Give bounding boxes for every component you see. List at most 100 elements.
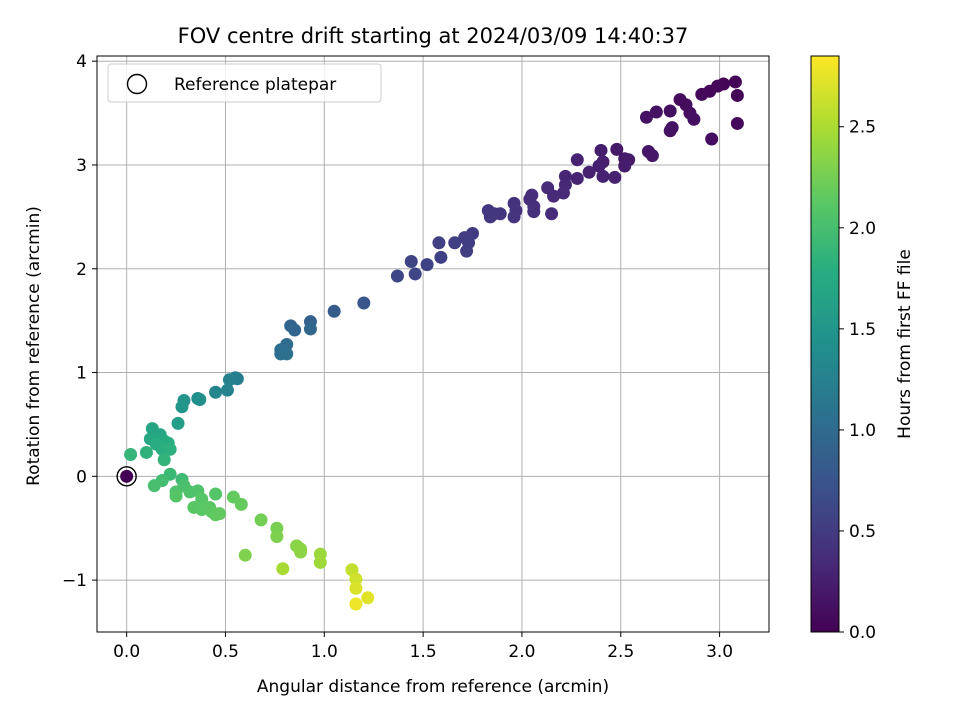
x-tick-label: 2.0	[508, 642, 535, 662]
data-point	[434, 250, 448, 264]
data-point	[124, 448, 138, 462]
data-point	[209, 385, 223, 399]
data-point	[222, 373, 236, 387]
reference-point-fill	[120, 469, 134, 483]
data-point	[357, 296, 371, 310]
data-point	[570, 171, 584, 185]
data-point	[288, 323, 302, 337]
colorbar: 0.0 0.5 1.0 1.5 2.0 2.5 Hours from first FF f…	[810, 55, 915, 643]
data-point	[705, 132, 719, 146]
colorbar-tick-label: 2.5	[849, 118, 876, 138]
data-point	[570, 153, 584, 167]
colorbar-gradient	[810, 55, 840, 633]
data-point	[280, 347, 294, 361]
data-point	[608, 170, 622, 184]
data-point	[209, 487, 223, 501]
data-point	[147, 479, 161, 493]
data-point	[213, 507, 227, 521]
reference-point-ring	[116, 466, 137, 487]
data-point	[349, 572, 363, 586]
x-axis-label: Angular distance from reference (arcmin)	[257, 677, 609, 697]
y-tick-label: −1	[62, 571, 87, 591]
data-point	[618, 159, 632, 173]
data-point	[639, 110, 653, 124]
data-point	[596, 169, 610, 183]
colorbar-ticks: 0.0 0.5 1.0 1.5 2.0 2.5	[839, 118, 876, 643]
y-tick-label: 0	[76, 467, 87, 487]
data-point	[303, 322, 317, 336]
x-tick-label: 1.5	[410, 642, 437, 662]
data-point	[169, 489, 183, 503]
data-point	[547, 189, 561, 203]
y-tick-label: 2	[76, 260, 87, 280]
colorbar-label: Hours from first FF file	[895, 249, 915, 439]
data-point	[460, 244, 474, 258]
data-point	[728, 75, 742, 89]
colorbar-tick-label: 2.0	[849, 219, 876, 239]
x-tick-label: 0.0	[113, 642, 140, 662]
y-tick-label: 3	[76, 156, 87, 176]
legend-box	[107, 63, 382, 103]
data-point	[420, 258, 434, 272]
x-tick-label: 2.5	[607, 642, 634, 662]
x-tick-label: 3.0	[706, 642, 733, 662]
data-point	[527, 205, 541, 219]
data-point	[139, 445, 153, 459]
data-point	[234, 497, 248, 511]
data-point	[645, 149, 659, 163]
data-point	[730, 116, 744, 130]
colorbar-tick-label: 0.0	[849, 623, 876, 643]
data-point	[408, 267, 422, 281]
data-point	[483, 210, 497, 224]
y-axis-label: Rotation from reference (arcmin)	[24, 206, 44, 486]
data-point	[193, 393, 207, 407]
colorbar-tick-label: 1.0	[849, 421, 876, 441]
data-point	[327, 304, 341, 318]
plot-frame	[96, 55, 770, 633]
data-point	[448, 236, 462, 250]
data-point	[432, 236, 446, 250]
data-point	[404, 254, 418, 268]
grid-layer	[97, 56, 769, 632]
data-point	[594, 143, 608, 157]
colorbar-tick-label: 0.5	[849, 522, 876, 542]
data-point	[276, 562, 290, 576]
data-point	[610, 142, 624, 156]
data-point	[163, 442, 177, 456]
data-point	[157, 453, 171, 467]
data-point	[556, 186, 570, 200]
legend: Reference platepar	[107, 63, 382, 103]
data-point	[175, 400, 189, 414]
x-tick-label: 1.0	[311, 642, 338, 662]
legend-entry-reference: Reference platepar	[174, 75, 336, 95]
data-point	[195, 492, 209, 506]
data-point	[171, 416, 185, 430]
data-point	[390, 269, 404, 283]
data-point	[649, 105, 663, 119]
data-point	[507, 210, 521, 224]
data-point	[254, 513, 268, 527]
data-point	[361, 591, 375, 605]
x-tick-label: 0.5	[212, 642, 239, 662]
legend-marker-reference	[126, 73, 148, 95]
colorbar-tick-label: 1.5	[849, 320, 876, 340]
chart-title: FOV centre drift starting at 2024/03/09 …	[178, 24, 689, 48]
x-axis-ticks: 0.0 0.5 1.0 1.5 2.0 2.5 3.0	[113, 632, 733, 662]
y-axis-ticks: −1 0 1 2 3 4	[62, 52, 97, 591]
data-point	[349, 581, 363, 595]
reference-layer	[116, 466, 137, 487]
data-point	[582, 165, 596, 179]
data-point	[663, 124, 677, 138]
data-point	[294, 545, 308, 559]
data-point	[695, 87, 709, 101]
data-point	[592, 159, 606, 173]
data-point	[220, 383, 234, 397]
data-point	[270, 530, 284, 544]
data-point	[238, 548, 252, 562]
data-point	[545, 207, 559, 221]
data-point	[313, 555, 327, 569]
data-point	[730, 88, 744, 102]
data-point	[687, 112, 701, 126]
data-point	[663, 104, 677, 118]
